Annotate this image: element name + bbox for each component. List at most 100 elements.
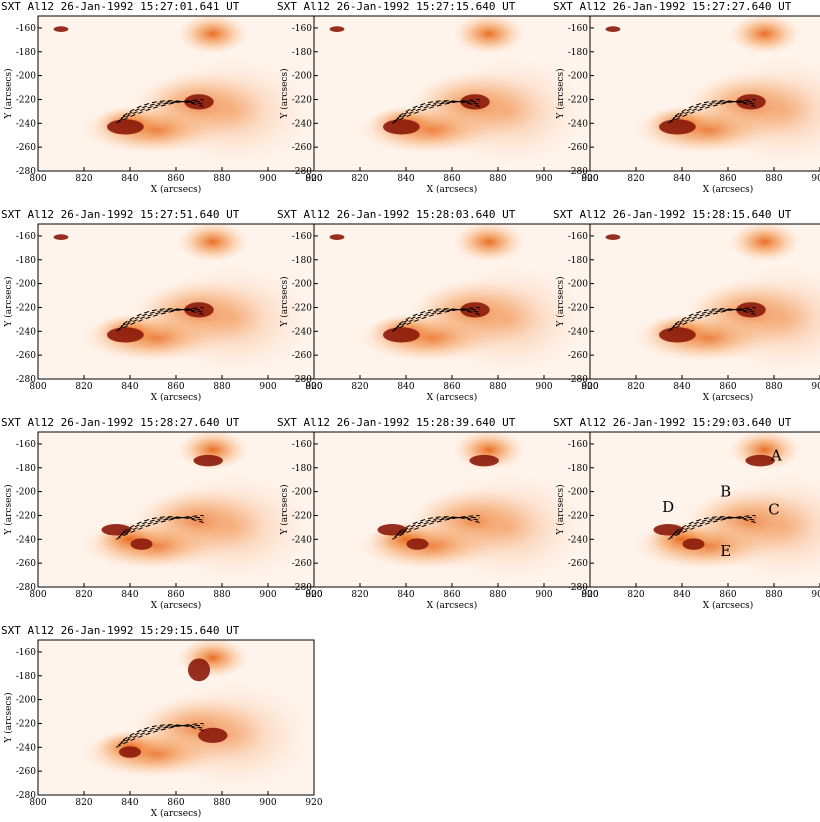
contour-line: [396, 101, 480, 119]
emission-blob: [728, 224, 802, 263]
source-label-d: D: [662, 498, 674, 516]
y-tick-label: -260: [292, 351, 312, 361]
y-tick-label: -220: [16, 95, 36, 105]
panel-title: SXT Al12 26-Jan-1992 15:28:39.640 UT: [277, 416, 516, 429]
hxr-contour: [329, 234, 345, 240]
y-tick-label: -220: [16, 719, 36, 729]
contour-line: [391, 514, 480, 540]
contour-line: [122, 516, 204, 533]
contour-line: [670, 100, 756, 122]
emission-blob: [152, 262, 314, 377]
y-tick-label: -160: [568, 24, 588, 34]
x-tick-label: 840: [121, 382, 138, 392]
y-axis-label: Y (arcsecs): [279, 276, 290, 327]
contour-line: [118, 724, 204, 746]
sxt-image: [79, 432, 314, 585]
x-tick-label: 820: [351, 590, 368, 600]
x-tick-label: 920: [581, 174, 598, 184]
panel-title: SXT Al12 26-Jan-1992 15:29:15.640 UT: [1, 624, 240, 637]
x-axis-label: X (arcsecs): [427, 184, 478, 195]
x-axis-label: X (arcsecs): [151, 392, 202, 403]
x-tick-label: 800: [581, 382, 598, 392]
emission-blob: [176, 224, 250, 263]
x-tick-label: 800: [29, 590, 46, 600]
x-tick-label: 800: [581, 174, 598, 184]
contour-line: [398, 516, 480, 533]
y-tick-label: -280: [16, 167, 36, 177]
emission-blob: [704, 470, 820, 585]
contour-line: [118, 516, 204, 538]
y-tick-label: -200: [568, 488, 588, 498]
hxr-contour: [406, 538, 429, 550]
y-tick-label: -180: [16, 256, 36, 266]
x-tick-label: 820: [627, 382, 644, 392]
contour-line: [118, 308, 204, 330]
y-tick-label: -220: [568, 95, 588, 105]
sxt-image: [631, 432, 820, 585]
hxr-contour: [659, 119, 696, 135]
x-axis-label: X (arcsecs): [151, 808, 202, 819]
hxr-contour: [659, 327, 696, 343]
emission-blob: [152, 678, 314, 793]
y-tick-label: -240: [16, 327, 36, 337]
contour-line: [674, 308, 756, 325]
y-tick-label: -200: [568, 72, 588, 82]
y-tick-label: -260: [16, 351, 36, 361]
contour-line: [118, 100, 204, 122]
x-tick-label: 920: [305, 382, 322, 392]
hxr-contour: [107, 327, 144, 343]
x-tick-label: 820: [627, 590, 644, 600]
y-tick-label: -160: [568, 232, 588, 242]
x-tick-label: 860: [443, 590, 460, 600]
y-tick-label: -220: [568, 511, 588, 521]
y-tick-label: -200: [16, 280, 36, 290]
y-tick-label: -220: [568, 303, 588, 313]
y-axis-label: Y (arcsecs): [3, 484, 14, 535]
x-tick-label: 920: [581, 382, 598, 392]
source-label-c: C: [768, 500, 779, 518]
y-tick-label: -240: [292, 119, 312, 129]
y-tick-label: -260: [16, 767, 36, 777]
y-tick-label: -160: [292, 232, 312, 242]
x-tick-label: 900: [259, 798, 276, 808]
x-tick-label: 820: [627, 174, 644, 184]
y-tick-label: -260: [292, 559, 312, 569]
panel-3: SXT Al12 26-Jan-1992 15:27:27.640 UT 800 8…: [553, 0, 820, 195]
x-tick-label: 820: [75, 590, 92, 600]
x-tick-label: 880: [489, 382, 506, 392]
y-tick-label: -180: [568, 256, 588, 266]
panel-5: SXT Al12 26-Jan-1992 15:28:03.640 UT 800 8…: [277, 208, 599, 403]
x-tick-label: 900: [535, 382, 552, 392]
y-tick-label: -200: [16, 72, 36, 82]
x-axis-label: X (arcsecs): [703, 184, 754, 195]
emission-blob: [428, 54, 590, 169]
contour-line: [674, 100, 756, 117]
x-tick-label: 840: [121, 590, 138, 600]
y-tick-label: -180: [568, 464, 588, 474]
contour-line: [120, 101, 204, 119]
x-tick-label: 820: [75, 382, 92, 392]
hxr-contour: [329, 26, 345, 32]
emission-blob: [152, 54, 314, 169]
x-axis-label: X (arcsecs): [427, 392, 478, 403]
contour-line: [670, 308, 756, 330]
x-axis-label: X (arcsecs): [703, 600, 754, 611]
x-tick-label: 900: [535, 590, 552, 600]
sxt-image: [53, 224, 314, 377]
panel-title: SXT Al12 26-Jan-1992 15:28:15.640 UT: [553, 208, 792, 221]
contour-line: [667, 514, 756, 540]
x-tick-label: 840: [121, 798, 138, 808]
x-axis-label: X (arcsecs): [703, 392, 754, 403]
x-tick-label: 840: [397, 590, 414, 600]
y-tick-label: -260: [568, 351, 588, 361]
x-tick-label: 920: [581, 590, 598, 600]
y-tick-label: -280: [292, 583, 312, 593]
contour-line: [122, 100, 204, 117]
panel-title: SXT Al12 26-Jan-1992 15:27:27.640 UT: [553, 0, 792, 13]
hxr-contour: [130, 538, 153, 550]
sxt-image: [329, 224, 590, 377]
source-label-a: A: [770, 447, 782, 465]
panel-9: SXT Al12 26-Jan-1992 15:29:03.640 UT 800 8…: [553, 416, 820, 611]
hxr-contour: [469, 454, 499, 467]
contour-line: [667, 98, 756, 124]
